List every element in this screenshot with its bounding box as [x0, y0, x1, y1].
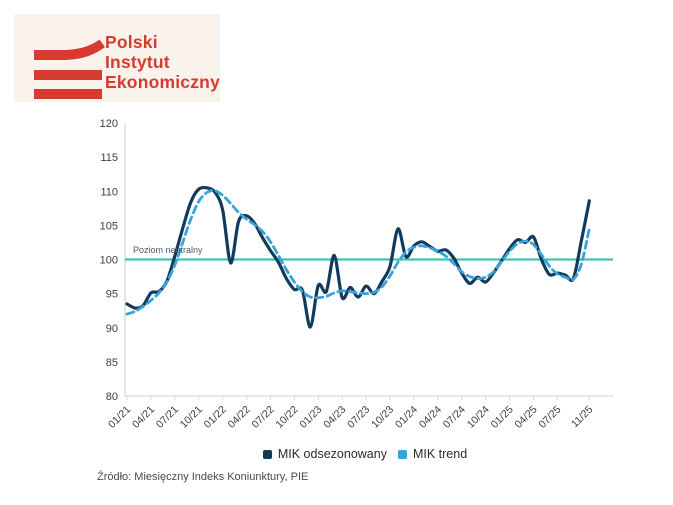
- pie-logo: Polski Instytut Ekonomiczny: [14, 14, 220, 102]
- logo-line-2: Instytut: [105, 52, 170, 72]
- y-tick-label: 90: [106, 323, 118, 335]
- logo-swoosh-bar: [34, 39, 105, 60]
- x-tick-label: 04/23: [321, 404, 348, 431]
- legend-swatch-mik-trend: [397, 449, 407, 459]
- pie-logo-text: Polski Instytut Ekonomiczny: [105, 32, 220, 92]
- y-tick-label: 110: [100, 186, 118, 198]
- y-tick-label: 105: [100, 220, 118, 232]
- x-tick-label: 01/24: [393, 404, 420, 431]
- x-tick-label: 10/23: [369, 404, 396, 431]
- y-tick-label: 85: [106, 357, 118, 369]
- legend-label-mik-trend: MIK trend: [412, 447, 468, 461]
- logo-bottom-bar: [34, 89, 102, 99]
- logo-line-3: Ekonomiczny: [105, 72, 221, 92]
- y-tick-label: 115: [100, 152, 118, 164]
- x-tick-label: 01/25: [489, 404, 516, 431]
- x-tick-label: 07/24: [441, 404, 468, 431]
- x-tick-label: 10/22: [273, 404, 300, 431]
- x-tick-label: 04/25: [513, 404, 540, 431]
- x-tick-label: 04/24: [417, 404, 444, 431]
- mik-line-chart: 8085909510010511011512001/2104/2107/2110…: [100, 118, 613, 431]
- legend-swatch-mik-odsezonowany: [262, 449, 272, 459]
- y-tick-label: 95: [106, 289, 118, 301]
- legend-item-mik-trend: MIK trend: [397, 447, 468, 461]
- logo-line-1: Polski: [105, 32, 158, 52]
- x-tick-label: 01/21: [106, 404, 133, 431]
- x-tick-label: 07/23: [345, 404, 372, 431]
- y-tick-label: 120: [100, 118, 118, 130]
- chart-legend: MIK odsezonowany MIK trend: [90, 446, 640, 462]
- y-tick-label: 80: [106, 391, 118, 403]
- source-note: Źródło: Miesięczny Indeks Koniunktury, P…: [97, 471, 309, 483]
- neutral-level-label: Poziom neutralny: [133, 245, 203, 255]
- x-tick-label: 07/21: [154, 404, 181, 431]
- x-tick-label: 07/25: [536, 404, 563, 431]
- x-tick-label: 04/22: [226, 404, 253, 431]
- x-tick-label: 11/25: [569, 404, 596, 431]
- x-tick-label: 10/24: [465, 404, 492, 431]
- series-path-mik-odsezonowany: [125, 185, 591, 329]
- series-path-mik-trend: [125, 189, 591, 316]
- pie-logo-mark-icon: [34, 39, 105, 99]
- x-tick-label: 07/22: [250, 404, 277, 431]
- legend-label-mik-odsezonowany: MIK odsezonowany: [277, 447, 387, 461]
- legend-item-mik-odsezonowany: MIK odsezonowany: [262, 447, 387, 461]
- y-tick-label: 100: [100, 255, 118, 267]
- x-tick-label: 10/21: [178, 404, 205, 431]
- x-tick-label: 01/23: [297, 404, 324, 431]
- x-tick-label: 04/21: [130, 404, 157, 431]
- x-tick-label: 01/22: [202, 404, 229, 431]
- logo-middle-bar: [34, 70, 102, 80]
